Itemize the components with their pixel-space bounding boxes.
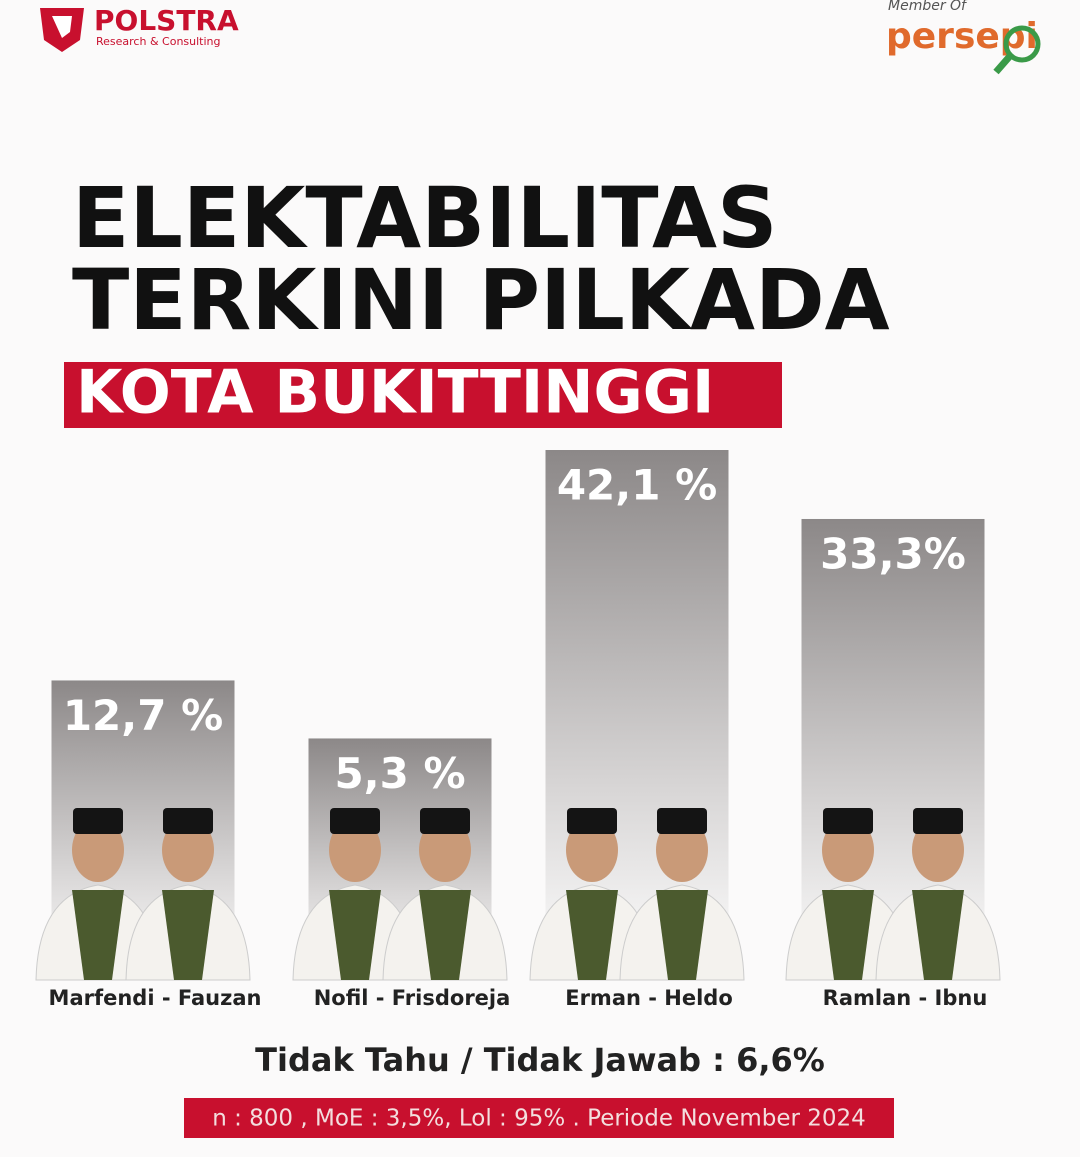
polstra-logo-mark <box>52 16 72 38</box>
footnote-box <box>184 1098 894 1138</box>
person-scarf <box>419 890 471 980</box>
person-cap <box>73 808 123 834</box>
footnote: n : 800 , MoE : 3,5%, Lol : 95% . Period… <box>212 1106 866 1132</box>
member-logo <box>993 53 1013 75</box>
value-label: 5,3 % <box>334 749 465 798</box>
member-name: persepi <box>886 16 1038 57</box>
person-scarf <box>822 890 874 980</box>
person-scarf <box>162 890 214 980</box>
brand-name: POLSTRA <box>94 4 239 37</box>
person-scarf <box>912 890 964 980</box>
category-label: Ramlan - Ibnu <box>823 986 988 1010</box>
value-label: 42,1 % <box>557 461 717 510</box>
value-label: 12,7 % <box>63 691 223 740</box>
person-scarf <box>656 890 708 980</box>
member-label: Member Of <box>888 0 968 14</box>
category-label: Erman - Heldo <box>565 986 733 1010</box>
person-scarf <box>72 890 124 980</box>
person-cap <box>657 808 707 834</box>
category-label: Nofil - Frisdoreja <box>314 986 511 1010</box>
person-cap <box>913 808 963 834</box>
title-line: ELEKTABILITAS <box>72 169 778 267</box>
annotation: Tidak Tahu / Tidak Jawab : 6,6% <box>255 1041 825 1079</box>
person-cap <box>823 808 873 834</box>
category-label: Marfendi - Fauzan <box>49 986 262 1010</box>
subtitle: KOTA BUKITTINGGI <box>76 358 714 428</box>
subtitle-box <box>64 362 782 428</box>
value-label: 33,3% <box>820 529 966 578</box>
person-scarf <box>566 890 618 980</box>
person-cap <box>567 808 617 834</box>
brand-tagline: Research & Consulting <box>96 35 221 48</box>
person-cap <box>163 808 213 834</box>
person-scarf <box>329 890 381 980</box>
title-line: TERKINI PILKADA <box>72 251 890 349</box>
person-cap <box>420 808 470 834</box>
person-cap <box>330 808 380 834</box>
member-logo <box>1003 25 1041 63</box>
